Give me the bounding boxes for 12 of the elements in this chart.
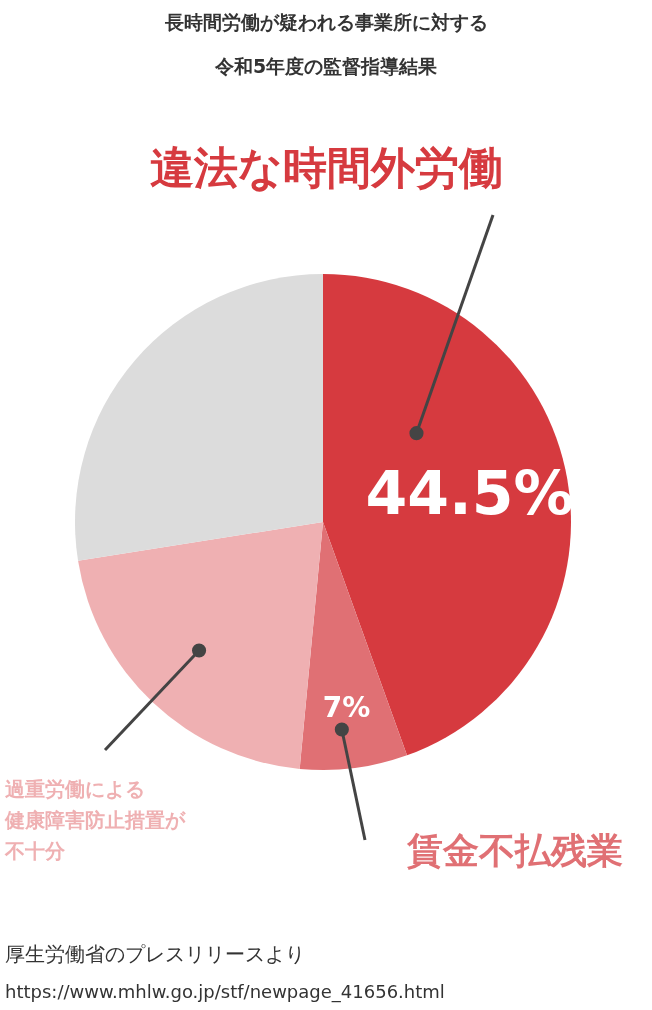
slice-label: 賃金不払残業: [406, 830, 623, 871]
slice-label: 違法な時間外労働: [149, 142, 503, 193]
pie-slice: [299, 522, 408, 770]
data-label: 7%: [322, 690, 371, 724]
data-label: 44.5%: [365, 458, 574, 529]
text: 厚生労働省のプレスリリースより: [5, 942, 305, 966]
pie-slice: [323, 274, 571, 756]
slice-label: 過重労働による健康障害防止措置が不十分: [4, 777, 186, 863]
text: https://www.mhlw.go.jp/stf/newpage_41656.html: [5, 981, 445, 1003]
chart-title: 長時間労働が疑われる事業所に対する令和5年度の監督指導結果: [163, 11, 488, 77]
pie-slice: [78, 522, 323, 769]
pie-slice: [75, 274, 323, 561]
